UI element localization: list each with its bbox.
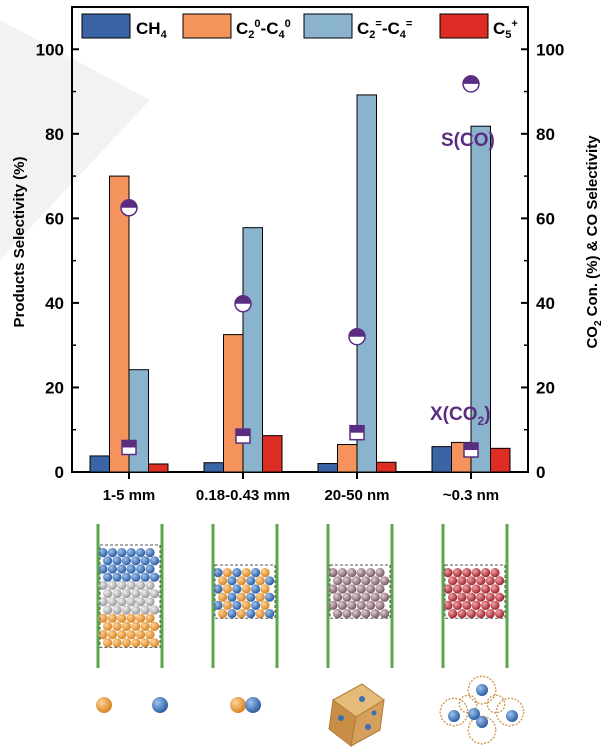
x-co2-marker (121, 439, 137, 456)
bar-3-2 (376, 461, 397, 473)
legend-swatch-c2c4-olefin (303, 13, 353, 39)
paired-spheres-icon (230, 697, 261, 713)
y-tick-labels: 0 20 40 60 80 100 (36, 40, 64, 482)
bar-1-2 (337, 444, 358, 473)
reactor-bed-2 (211, 524, 279, 668)
bar-3-0 (148, 463, 169, 473)
bar-2-3 (470, 125, 491, 473)
y2-tick-label: 20 (536, 378, 555, 397)
zeolite-cage-icon (439, 675, 525, 745)
x-co2-marker (463, 442, 479, 458)
y-tick-label: 60 (45, 209, 64, 228)
y-tick-label: 0 (55, 463, 64, 482)
reactor-bed-4 (441, 524, 509, 668)
bar-2-0 (128, 369, 149, 473)
bar-3-3 (490, 447, 511, 473)
y2-tick-labels: 0 20 40 60 80 100 (536, 40, 564, 482)
x-co2-annotation: X(CO2) (430, 404, 491, 428)
bar-0-3 (431, 446, 452, 473)
y2-tick-label: 100 (536, 40, 564, 59)
legend-swatch-c2c4-paraffin (182, 13, 232, 39)
y-axis-label: Products Selectivity (%) (11, 157, 28, 328)
watermark-arrow (0, 20, 150, 260)
y-tick-label: 80 (45, 125, 64, 144)
bar-1-0 (109, 175, 130, 473)
legend-label-c2c4-paraffin: C20-C40 (236, 18, 291, 41)
x-co2-marker (235, 428, 251, 444)
bar-1-1 (223, 334, 244, 473)
x-tick-label: 20-50 nm (324, 487, 389, 504)
bars (89, 94, 511, 473)
legend-label-c2c4-olefin: C2=-C4= (357, 18, 412, 41)
bar-3-1 (262, 435, 283, 473)
bar-0-2 (317, 463, 338, 473)
s-co-annotation: S(CO) (441, 130, 495, 151)
legend-label-c5plus: C5+ (493, 18, 518, 41)
y-tick-label: 100 (36, 40, 64, 59)
cube-particle-icon (328, 683, 385, 747)
reactor-bed-1 (96, 524, 164, 668)
s-co-marker (234, 295, 252, 313)
y-tick-label: 20 (45, 378, 64, 397)
legend-label-ch4: CH4 (136, 19, 168, 41)
x-tick-label: 0.18-0.43 mm (196, 487, 290, 504)
s-co-marker (348, 327, 366, 346)
x-co2-marker (349, 424, 365, 441)
legend: CH4 C20-C40 C2=-C4= C5+ (81, 13, 518, 41)
x-tick-labels: 1-5 mm 0.18-0.43 mm 20-50 nm ~0.3 nm (103, 487, 499, 504)
legend-swatch-c5plus (439, 13, 489, 39)
y2-tick-label: 60 (536, 209, 555, 228)
y2-tick-label: 80 (536, 125, 555, 144)
s-co-marker (120, 199, 138, 217)
separate-spheres-icon (96, 697, 168, 713)
plot-frame (71, 6, 529, 473)
x-tick-label: ~0.3 nm (443, 487, 499, 504)
y2-tick-label: 40 (536, 294, 555, 313)
bar-2-1 (242, 227, 263, 473)
reactor-beds (96, 524, 509, 668)
bar-2-2 (356, 94, 377, 473)
y2-tick-label: 0 (536, 463, 545, 482)
legend-swatch-ch4 (81, 13, 131, 39)
bar-0-1 (203, 462, 224, 473)
s-co-marker (462, 75, 480, 93)
y-tick-label: 40 (45, 294, 64, 313)
y2-axis-label: CO2 Con. (%) & CO Selectivity (584, 135, 604, 349)
markers (120, 75, 480, 458)
bar-0-0 (89, 455, 110, 473)
x-tick-label: 1-5 mm (103, 487, 156, 504)
reactor-bed-3 (326, 524, 394, 668)
axis-ticks (72, 48, 528, 479)
